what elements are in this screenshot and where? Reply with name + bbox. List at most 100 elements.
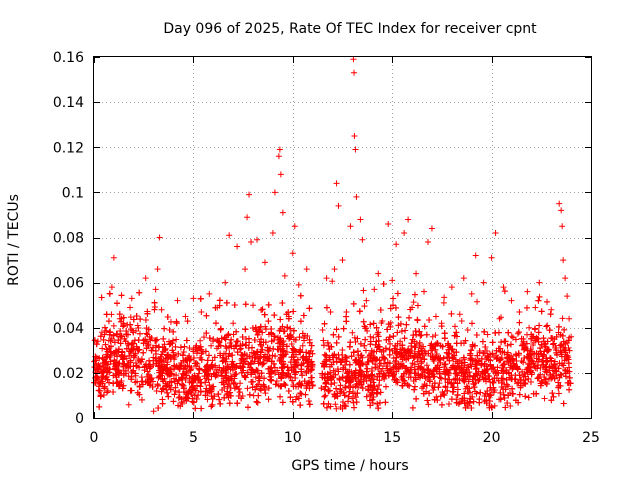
data-point-cloud xyxy=(537,348,544,355)
data-point-cloud xyxy=(448,310,455,317)
data-point-cloud xyxy=(171,353,178,360)
data-point-cloud xyxy=(223,299,230,306)
data-point-cloud xyxy=(536,322,543,329)
data-point-cloud xyxy=(128,369,135,376)
data-point-cloud xyxy=(565,354,572,361)
data-point-cloud xyxy=(226,400,233,407)
data-point-cloud xyxy=(231,302,238,309)
data-point-cloud xyxy=(465,378,472,385)
data-point-cloud xyxy=(360,287,367,294)
data-point-cloud xyxy=(380,354,387,361)
data-point-cloud xyxy=(546,327,553,334)
data-point-cloud xyxy=(351,334,358,341)
data-point-cloud xyxy=(374,386,381,393)
data-point xyxy=(154,266,161,273)
data-point-cloud xyxy=(93,360,100,367)
data-point-cloud xyxy=(406,314,413,321)
data-point-cloud xyxy=(468,404,475,411)
data-point-cloud xyxy=(208,342,215,349)
data-point-cloud xyxy=(566,386,573,393)
data-point-cloud xyxy=(373,389,380,396)
data-point-cloud xyxy=(202,379,209,386)
data-point-cloud xyxy=(519,342,526,349)
data-point xyxy=(250,302,257,309)
data-point-cloud xyxy=(301,332,308,339)
data-point-cloud xyxy=(265,318,272,325)
data-point xyxy=(174,297,181,304)
data-point-cloud xyxy=(214,366,221,373)
data-point-cloud xyxy=(132,359,139,366)
data-point-cloud xyxy=(239,364,246,371)
data-point xyxy=(242,266,249,273)
data-point xyxy=(559,223,566,230)
data-point-cloud xyxy=(453,329,460,336)
data-point-cloud xyxy=(145,371,152,378)
data-point-cloud xyxy=(497,396,504,403)
data-point-cloud xyxy=(423,331,430,338)
data-point-cloud xyxy=(323,404,330,411)
data-point-cloud xyxy=(326,356,333,363)
data-point-cloud xyxy=(216,297,223,304)
data-point-cloud xyxy=(200,334,207,341)
data-point-cloud xyxy=(505,383,512,390)
data-point-cloud xyxy=(188,380,195,387)
data-point-cloud xyxy=(397,320,404,327)
data-point-cloud xyxy=(223,370,230,377)
data-point-cloud xyxy=(143,325,150,332)
data-point-cloud xyxy=(238,345,245,352)
data-point-cloud xyxy=(418,332,425,339)
data-point-cloud xyxy=(404,366,411,373)
data-point-cloud xyxy=(341,392,348,399)
data-point-cloud xyxy=(162,345,169,352)
data-point xyxy=(456,311,463,318)
data-point-cloud xyxy=(354,335,361,342)
data-point-cloud xyxy=(281,380,288,387)
data-point-cloud xyxy=(297,318,304,325)
data-point-cloud xyxy=(441,392,448,399)
data-point-cloud xyxy=(349,395,356,402)
data-point xyxy=(544,322,551,329)
data-point-cloud xyxy=(125,363,132,370)
data-point-cloud xyxy=(448,396,455,403)
data-point-cloud xyxy=(292,375,299,382)
data-point xyxy=(166,327,173,334)
data-point-cloud xyxy=(137,330,144,337)
data-point-cloud xyxy=(135,336,142,343)
data-point-cloud xyxy=(497,356,504,363)
data-point-cloud xyxy=(366,397,373,404)
data-point-cloud xyxy=(407,306,414,313)
data-point-cloud xyxy=(279,352,286,359)
data-point xyxy=(234,243,241,250)
data-point-cloud xyxy=(390,295,397,302)
data-point-cloud xyxy=(550,340,557,347)
data-point-cloud xyxy=(148,375,155,382)
data-point-cloud xyxy=(268,364,275,371)
data-point-cloud xyxy=(512,397,519,404)
data-point-cloud xyxy=(468,356,475,363)
data-point-cloud xyxy=(110,372,117,379)
data-point-cloud xyxy=(345,393,352,400)
data-point xyxy=(246,191,253,198)
data-point-cloud xyxy=(127,321,134,328)
data-point xyxy=(190,295,197,302)
data-point-cloud xyxy=(208,403,215,410)
data-point-cloud xyxy=(501,288,508,295)
data-point-cloud xyxy=(254,399,261,406)
data-point-cloud xyxy=(288,367,295,374)
data-point-cloud xyxy=(217,400,224,407)
data-point-cloud xyxy=(375,405,382,412)
data-point-cloud xyxy=(153,355,160,362)
data-point-cloud xyxy=(544,358,551,365)
data-point-cloud xyxy=(392,304,399,311)
data-point-cloud xyxy=(148,347,155,354)
data-point-cloud xyxy=(203,312,210,319)
data-point-cloud xyxy=(153,387,160,394)
data-point-cloud xyxy=(242,342,249,349)
data-point-cloud xyxy=(368,347,375,354)
data-point-cloud xyxy=(380,348,387,355)
data-point xyxy=(128,295,135,302)
data-point-cloud xyxy=(169,347,176,354)
data-point-cloud xyxy=(197,388,204,395)
data-point-cloud xyxy=(346,388,353,395)
data-point-cloud xyxy=(406,382,413,389)
